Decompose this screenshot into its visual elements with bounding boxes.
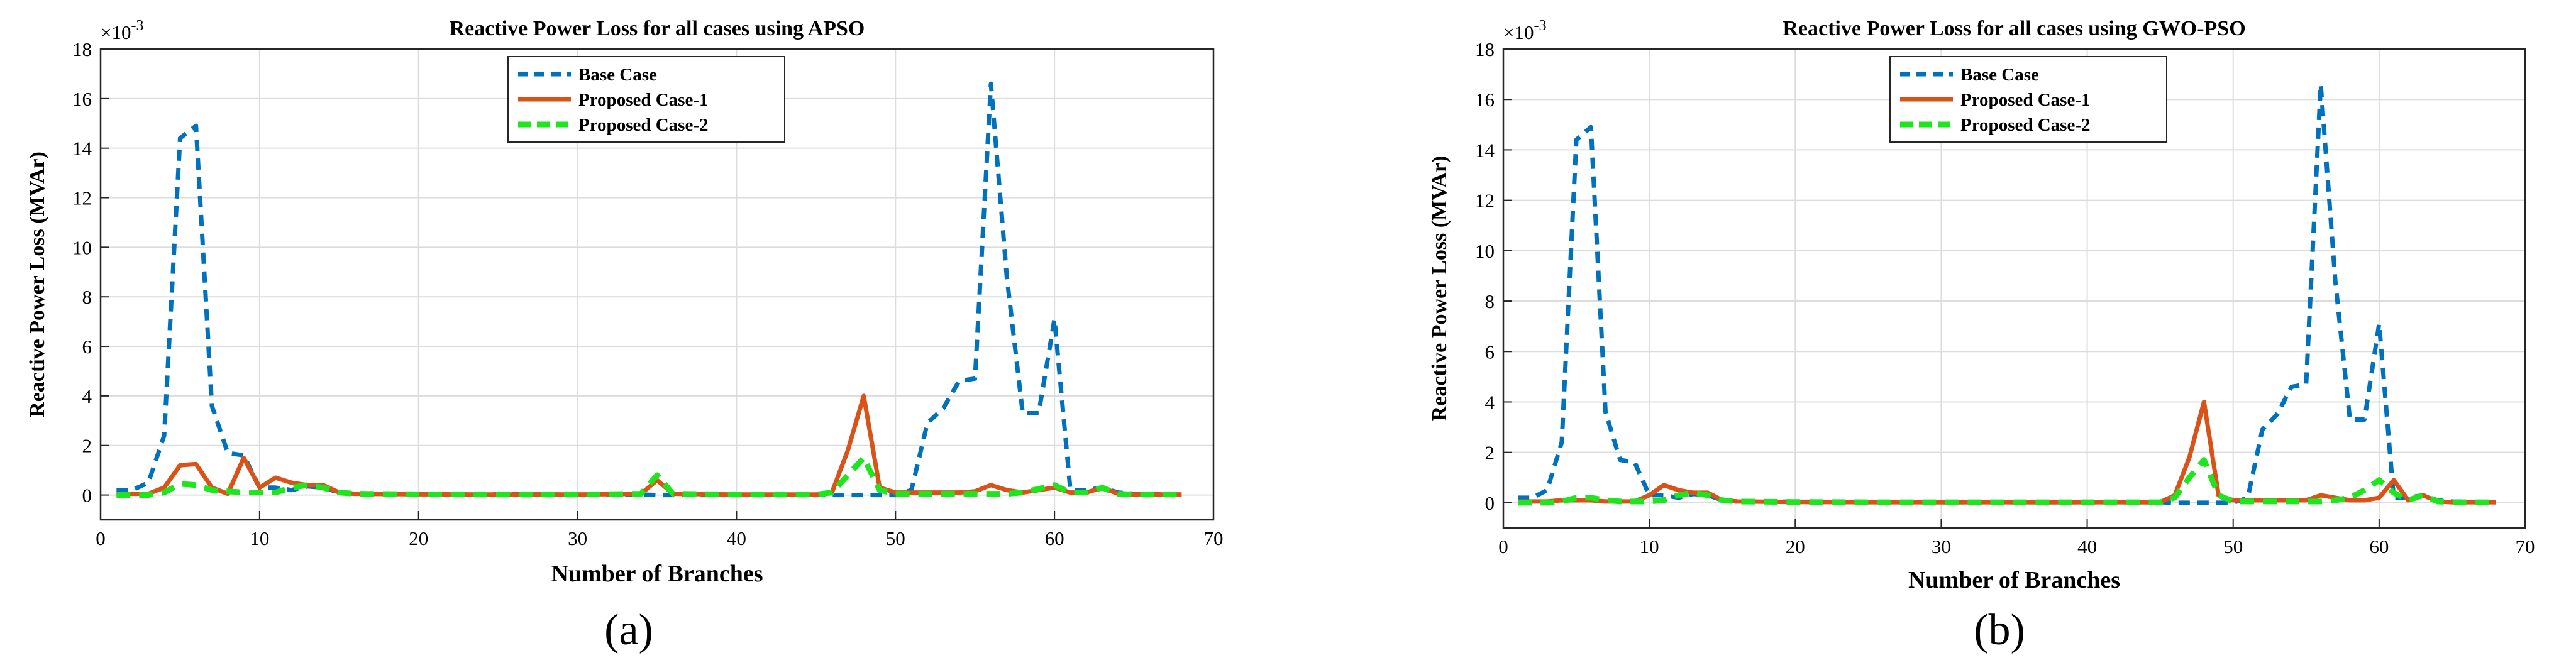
y-tick-label: 12: [72, 187, 92, 209]
y-tick-label: 0: [82, 485, 92, 507]
x-tick-label: 0: [96, 527, 106, 549]
axis-exponent-base: ×10: [1503, 21, 1534, 43]
y-tick-label: 6: [1485, 341, 1495, 363]
axis-exponent-power: -3: [131, 18, 143, 34]
y-tick-label: 8: [82, 286, 92, 308]
legend-label: Proposed Case-2: [1960, 115, 2090, 135]
x-tick-label: 20: [1786, 536, 1805, 558]
y-tick-label: 10: [1475, 240, 1495, 262]
series-line-proposed-case-2: [1518, 457, 2496, 506]
y-tick-label: 2: [1485, 442, 1495, 464]
x-tick-label: 30: [568, 527, 587, 549]
x-tick-label: 10: [1640, 536, 1659, 558]
x-tick-label: 30: [1932, 536, 1951, 558]
axis-exponent-power: -3: [1534, 18, 1546, 34]
x-tick-label: 70: [1204, 527, 1224, 549]
y-tick-label: 10: [72, 236, 92, 258]
y-tick-label: 0: [1485, 492, 1495, 514]
legend-label: Proposed Case-2: [578, 115, 708, 135]
axes-frame: [1502, 48, 2526, 529]
panel-caption: (a): [604, 606, 653, 654]
y-axis-label: Reactive Power Loss (MVAr): [26, 151, 49, 417]
x-axis-label: Number of Branches: [1908, 567, 2120, 593]
x-tick-label: 20: [409, 527, 428, 549]
y-tick-label: 4: [82, 385, 92, 407]
y-tick-label: 4: [1485, 391, 1495, 413]
x-tick-label: 50: [2223, 536, 2243, 558]
x-axis-label: Number of Branches: [551, 561, 763, 587]
legend-label: Proposed Case-1: [578, 90, 708, 110]
y-tick-label: 2: [82, 435, 92, 457]
series-line-proposed-case-2: [116, 454, 1182, 498]
axis-exponent: ×10-3: [1503, 18, 1546, 43]
x-tick-label: 50: [886, 527, 905, 549]
chart-title: Reactive Power Loss for all cases using …: [450, 17, 865, 40]
panel-caption: (b): [1974, 606, 2025, 654]
y-tick-label: 18: [1475, 38, 1495, 60]
x-tick-label: 60: [2369, 536, 2389, 558]
chart-apso: 0 10 20 30 40 50 60 70 0 2 4 6 8 10 12 14 16 18 ×10-3 React…: [26, 17, 1224, 654]
series-line-base-case: [116, 81, 1182, 498]
chart-gwo-pso: 0 10 20 30 40 50 60 70 0 2 4 6 8 10 12 14 16 18 ×10-3 React…: [1428, 17, 2535, 654]
y-tick-label: 12: [1475, 190, 1495, 212]
axis-exponent: ×10-3: [101, 18, 143, 43]
y-axis-label: Reactive Power Loss (MVAr): [1428, 156, 1451, 422]
chart-title: Reactive Power Loss for all cases using …: [1783, 17, 2245, 40]
x-tick-label: 70: [2516, 536, 2535, 558]
x-tick-label: 40: [2077, 536, 2097, 558]
axis-exponent-base: ×10: [101, 21, 131, 43]
x-tick-label: 60: [1045, 527, 1064, 549]
y-tick-label: 14: [1475, 139, 1495, 161]
legend-label: Proposed Case-1: [1960, 90, 2090, 110]
axes-frame: [99, 48, 1215, 521]
y-tick-label: 16: [72, 88, 92, 110]
y-tick-label: 8: [1485, 290, 1495, 312]
legend-label: Base Case: [1960, 65, 2039, 85]
y-tick-label: 16: [1475, 89, 1495, 111]
y-tick-label: 18: [72, 38, 92, 60]
y-tick-label: 6: [82, 336, 92, 358]
x-tick-label: 10: [250, 527, 269, 549]
x-tick-label: 0: [1498, 536, 1508, 558]
y-tick-label: 14: [72, 138, 92, 160]
legend-label: Base Case: [578, 65, 657, 85]
x-tick-label: 40: [727, 527, 746, 549]
